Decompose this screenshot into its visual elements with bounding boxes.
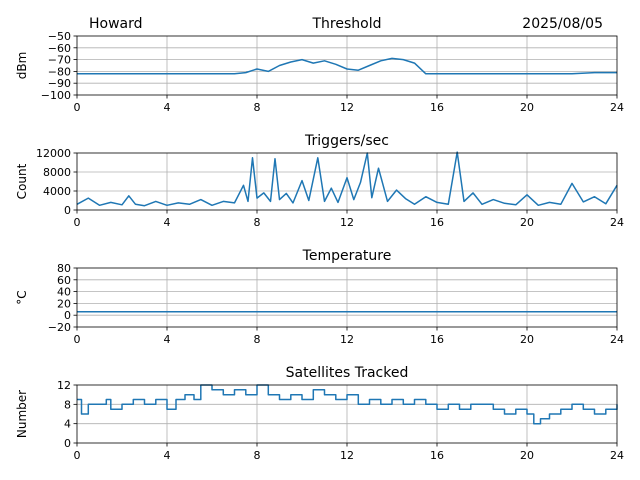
y-tick-label: −100 [41, 89, 71, 102]
x-tick-label: 8 [254, 449, 261, 462]
chart-title: Threshold [312, 16, 382, 32]
y-tick-label: 60 [57, 274, 71, 287]
x-tick-label: 0 [74, 101, 81, 114]
y-tick-label: 4000 [43, 185, 71, 198]
x-tick-label: 16 [430, 216, 444, 229]
y-axis-label: dBm [15, 52, 29, 80]
y-tick-label: 20 [57, 297, 71, 310]
y-axis-label: Count [15, 163, 29, 199]
chart-panels: 0 4 8 12 16 20 24 −100−90−80−70−60−50 Threshold d… [15, 16, 624, 462]
x-tick-label: 20 [520, 216, 534, 229]
chart-title: Triggers/sec [304, 133, 389, 149]
x-tick-label: 24 [610, 216, 624, 229]
x-tick-label: 12 [340, 216, 354, 229]
x-tick-label: 4 [164, 449, 171, 462]
x-tick-label: 12 [340, 333, 354, 346]
chart-panel-1: 0 4 8 12 16 20 24 −100−90−80−70−60−50 Threshold d… [15, 16, 624, 114]
x-tick-label: 0 [74, 333, 81, 346]
x-tick-label: 16 [430, 449, 444, 462]
header-right-date: 2025/08/05 [522, 16, 603, 32]
x-tick-label: 20 [520, 449, 534, 462]
y-tick-label: 8000 [43, 166, 71, 179]
y-tick-label: −70 [48, 54, 71, 67]
y-tick-label: 12000 [36, 147, 71, 160]
x-tick-label: 4 [164, 216, 171, 229]
x-tick-label: 4 [164, 101, 171, 114]
x-tick-label: 0 [74, 449, 81, 462]
series-line [76, 151, 618, 207]
x-tick-label: 20 [520, 333, 534, 346]
x-tick-label: 20 [520, 101, 534, 114]
chart-panel-4: 0 4 8 12 16 20 24 0 4 8 12 Satellites Tracked Number [15, 365, 624, 462]
y-tick-label: 0 [64, 309, 71, 322]
x-tick-label: 16 [430, 333, 444, 346]
y-tick-label: −90 [48, 77, 71, 90]
chart-panel-2: 0 4 8 12 16 20 24 0 4000 8000 12000 Triggers/sec Cou… [15, 133, 624, 229]
y-tick-label: −50 [48, 30, 71, 43]
series-line [77, 384, 618, 425]
y-tick-label: −80 [48, 65, 71, 78]
x-tick-label: 8 [254, 216, 261, 229]
x-tick-label: 24 [610, 333, 624, 346]
y-tick-label: 4 [64, 418, 71, 431]
x-tick-label: 8 [254, 333, 261, 346]
y-tick-label: 8 [64, 398, 71, 411]
x-tick-label: 24 [610, 101, 624, 114]
header-left-label: Howard [89, 16, 143, 32]
chart-title: Satellites Tracked [286, 365, 409, 381]
y-tick-label: 40 [57, 286, 71, 299]
y-axis-label: °C [15, 290, 29, 304]
x-tick-label: 24 [610, 449, 624, 462]
chart-title: Temperature [302, 248, 392, 264]
y-tick-label: 0 [64, 437, 71, 450]
x-tick-label: 0 [74, 216, 81, 229]
y-axis-label: Number [15, 390, 29, 438]
x-tick-label: 4 [164, 333, 171, 346]
x-tick-label: 12 [340, 101, 354, 114]
y-tick-label: −60 [48, 42, 71, 55]
y-tick-label: −20 [48, 321, 71, 334]
x-tick-label: 12 [340, 449, 354, 462]
y-tick-label: 12 [57, 379, 71, 392]
x-tick-label: 8 [254, 101, 261, 114]
series-line [77, 57, 617, 75]
y-tick-label: 0 [64, 204, 71, 217]
x-tick-label: 16 [430, 101, 444, 114]
y-tick-label: 80 [57, 262, 71, 275]
